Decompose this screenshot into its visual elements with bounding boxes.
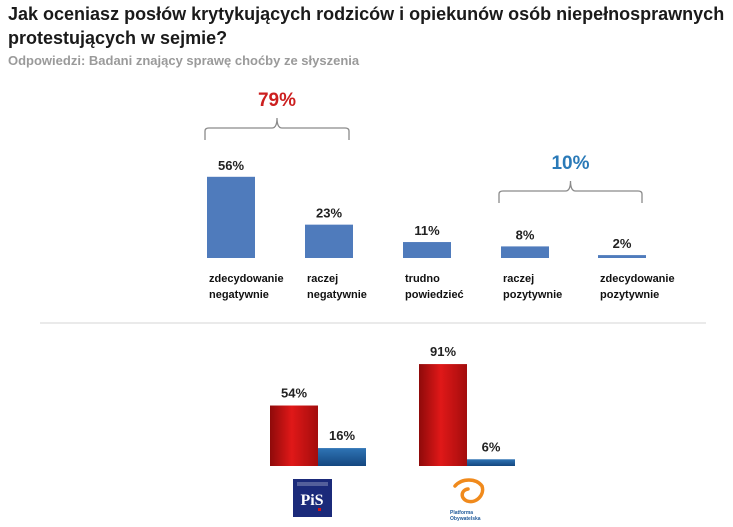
bar-0: [207, 176, 255, 258]
value-label-1-1: 6%: [482, 439, 501, 454]
bracket-1: [498, 180, 643, 203]
pis-logo: PiS: [293, 479, 332, 517]
top-chart: 56% zdecydowanie negatywnie 23% raczej negaty…: [204, 90, 675, 301]
bar-3: [501, 246, 549, 258]
bar-1-1: [467, 459, 515, 466]
value-label-0: 56%: [218, 158, 244, 173]
svg-text:Obywatelska: Obywatelska: [450, 516, 481, 522]
value-label-0-0: 54%: [281, 386, 307, 401]
bar-1: [305, 224, 353, 258]
chart-subtitle: Odpowiedzi: Badani znający sprawę choćby…: [8, 53, 360, 68]
category-label-1-0: raczej: [307, 273, 338, 285]
bracket-label-1: 10%: [551, 153, 589, 174]
bottom-chart: 54% 91% 16% 6%: [270, 344, 515, 466]
bar-4: [598, 255, 646, 258]
category-label-0-0: zdecydowanie: [209, 273, 284, 285]
value-label-1: 23%: [316, 206, 342, 221]
bracket-label-0: 79%: [258, 90, 296, 111]
svg-text:Platforma: Platforma: [450, 510, 473, 516]
platforma-obywatelska-logo: Platforma Obywatelska: [450, 478, 485, 522]
category-label-2-1: powiedzieć: [405, 289, 464, 301]
category-label-2-0: trudno: [405, 273, 440, 285]
category-label-4-1: pozytywnie: [600, 289, 659, 301]
value-label-1-0: 16%: [329, 428, 355, 443]
category-label-1-1: negatywnie: [307, 289, 367, 301]
chart-title: Jak oceniasz posłów krytykujących rodzic…: [8, 4, 725, 48]
category-label-3-1: pozytywnie: [503, 289, 562, 301]
value-label-4: 2%: [613, 236, 632, 251]
value-label-0-1: 91%: [430, 344, 456, 359]
bar-0-0: [270, 405, 318, 466]
bracket-0: [204, 117, 350, 140]
value-label-2: 11%: [414, 223, 440, 238]
bar-0-1: [419, 364, 467, 466]
category-label-3-0: raczej: [503, 273, 534, 285]
bar-1-0: [318, 448, 366, 466]
bar-2: [403, 242, 451, 258]
value-label-3: 8%: [516, 227, 535, 242]
category-label-4-0: zdecydowanie: [600, 273, 675, 285]
category-label-0-1: negatywnie: [209, 289, 269, 301]
svg-text:PiS: PiS: [300, 492, 323, 509]
